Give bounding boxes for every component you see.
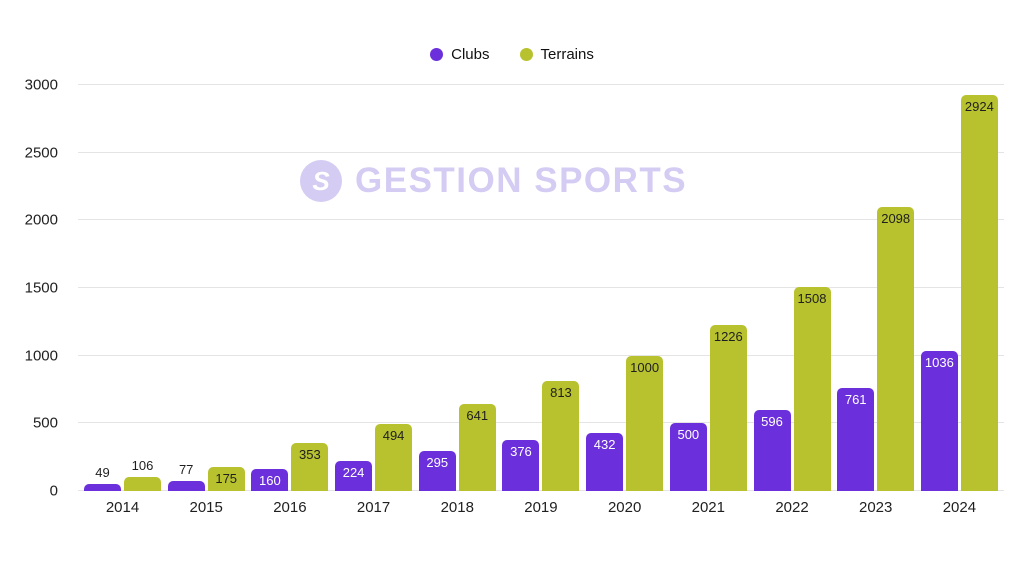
bar-group-2024: 1036 2924 (920, 95, 998, 491)
terrains-bar: 813 (542, 380, 580, 491)
terrains-bar: 494 (375, 424, 413, 491)
bar-value-label: 432 (593, 436, 616, 452)
terrains-bar: 175 (207, 467, 245, 491)
x-axis-label-2018: 2018 (440, 499, 474, 516)
bar-group-2018: 295 641 (418, 404, 496, 491)
bar-group-2015: 77 175 (167, 462, 245, 491)
clubs-legend-dot-icon (430, 48, 444, 61)
bar-group-2020: 432 1000 (586, 355, 664, 491)
clubs-bar: 295 (418, 451, 456, 491)
bar-value-label: 1036 (924, 354, 954, 370)
bar-value-label: 106 (131, 457, 154, 473)
clubs-bar: 1036 (920, 350, 958, 491)
bar-value-label: 1508 (797, 290, 827, 306)
bar-group-2019: 376 813 (502, 380, 580, 491)
y-axis-tick-label: 0 (49, 482, 58, 500)
bar-value-label: 494 (382, 428, 405, 444)
x-axis-label-2015: 2015 (189, 499, 223, 516)
bar-value-label: 813 (550, 384, 572, 400)
gridline (78, 490, 1004, 491)
clubs-bar: 160 (251, 469, 289, 491)
clubs-bar: 224 (335, 460, 373, 491)
x-axis-label-2022: 2022 (775, 499, 809, 516)
clubs-bar: 596 (753, 410, 791, 491)
bar-value-label: 376 (510, 444, 532, 460)
bar-value-label: 1000 (630, 359, 660, 375)
bar-value-label: 49 (95, 465, 110, 481)
legend-label-terrains: Terrains (540, 46, 594, 63)
x-axis-label-2014: 2014 (105, 499, 140, 516)
clubs-bar: 376 (502, 440, 540, 491)
x-axis-label-2017: 2017 (356, 499, 391, 516)
x-axis-label-2016: 2016 (273, 499, 307, 516)
bar-value-label: 641 (466, 408, 489, 424)
legend-label-clubs: Clubs (451, 46, 490, 63)
bar-group-2021: 500 1226 (669, 325, 747, 491)
bar-value-label: 761 (844, 392, 867, 408)
terrains-bar: 1226 (709, 325, 747, 491)
y-axis-tick-label: 500 (32, 414, 58, 432)
x-axis-label-2023: 2023 (859, 499, 893, 516)
y-axis-tick-label: 3000 (24, 76, 58, 94)
x-axis-label-2020: 2020 (607, 499, 642, 516)
terrains-bar: 1508 (793, 286, 831, 491)
bar-value-label: 2924 (964, 99, 994, 115)
x-axis: 2014 2015 2016 2017 2018 2019 2020 2021 2022 2023… (78, 499, 1004, 516)
y-axis-tick-label: 2500 (24, 144, 58, 162)
bar-value-label: 224 (342, 464, 365, 480)
terrains-bar: 2924 (960, 95, 998, 491)
bar-group-2023: 761 2098 (837, 207, 915, 491)
clubs-bar: 49 (84, 465, 121, 491)
clubs-bar: 432 (586, 432, 624, 491)
bar-value-label: 1226 (713, 329, 743, 345)
terrains-bar: 353 (291, 443, 329, 491)
legend-item-clubs[interactable]: Clubs (430, 46, 490, 63)
chart-legend: Clubs Terrains (0, 46, 1024, 63)
y-axis: 0 500 1000 1500 2000 2500 3000 (0, 77, 68, 500)
plot-area: 49 106 77 175 160 353 224 494 295 641 376 813 432 100… (78, 84, 1004, 491)
x-axis-label-2019: 2019 (524, 499, 558, 516)
gridline (78, 354, 1004, 356)
y-axis-tick-label: 1500 (24, 279, 58, 297)
bar-value-label: 2098 (881, 211, 911, 227)
bar-value-label: 353 (299, 447, 321, 463)
bar-groups-container: 49 106 77 175 160 353 224 494 295 641 376 813 432 100… (78, 85, 1004, 491)
clubs-bar: 77 (167, 462, 205, 491)
bar-value-label: 500 (677, 427, 700, 443)
bar-value-label: 295 (426, 455, 449, 471)
gridline (78, 422, 1004, 424)
bar-group-2022: 596 1508 (753, 286, 831, 491)
gridline (78, 84, 1004, 85)
x-axis-label-2021: 2021 (691, 499, 725, 516)
bar-value-label: 160 (259, 473, 281, 489)
gridline (78, 287, 1004, 288)
bar-value-label: 175 (215, 471, 238, 487)
terrains-bar: 106 (124, 458, 161, 491)
bar-group-2014: 49 106 (84, 458, 161, 491)
x-axis-label-2024: 2024 (942, 499, 977, 516)
bar-value-label: 596 (761, 414, 783, 430)
terrains-bar: 2098 (877, 207, 915, 491)
legend-item-terrains[interactable]: Terrains (519, 46, 594, 63)
bar-group-2017: 224 494 (335, 424, 413, 491)
terrains-bar: 1000 (626, 355, 664, 491)
terrains-bar: 641 (458, 404, 496, 491)
gridline (78, 219, 1004, 221)
terrains-legend-dot-icon (519, 48, 533, 61)
gridline (78, 151, 1004, 153)
y-axis-tick-label: 2000 (24, 211, 58, 229)
clubs-bar: 500 (669, 423, 707, 491)
clubs-bar: 761 (837, 388, 875, 491)
bar-value-label: 77 (178, 461, 194, 477)
y-axis-tick-label: 1000 (24, 347, 58, 365)
bar-group-2016: 160 353 (251, 443, 329, 491)
